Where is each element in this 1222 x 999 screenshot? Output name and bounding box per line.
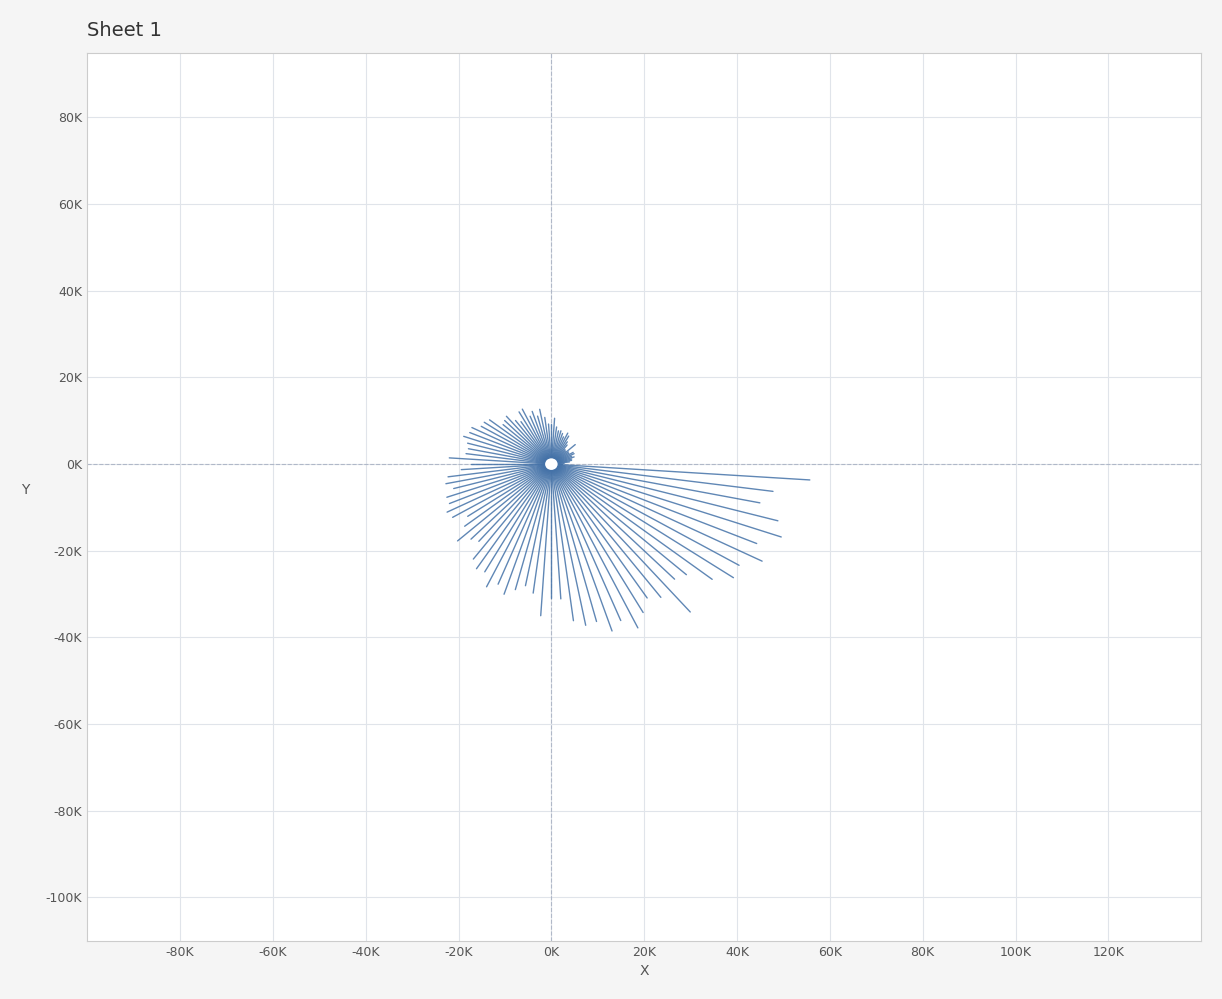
Circle shape xyxy=(544,458,558,471)
X-axis label: X: X xyxy=(639,964,649,978)
Y-axis label: Y: Y xyxy=(21,483,29,497)
Text: Sheet 1: Sheet 1 xyxy=(87,21,163,40)
